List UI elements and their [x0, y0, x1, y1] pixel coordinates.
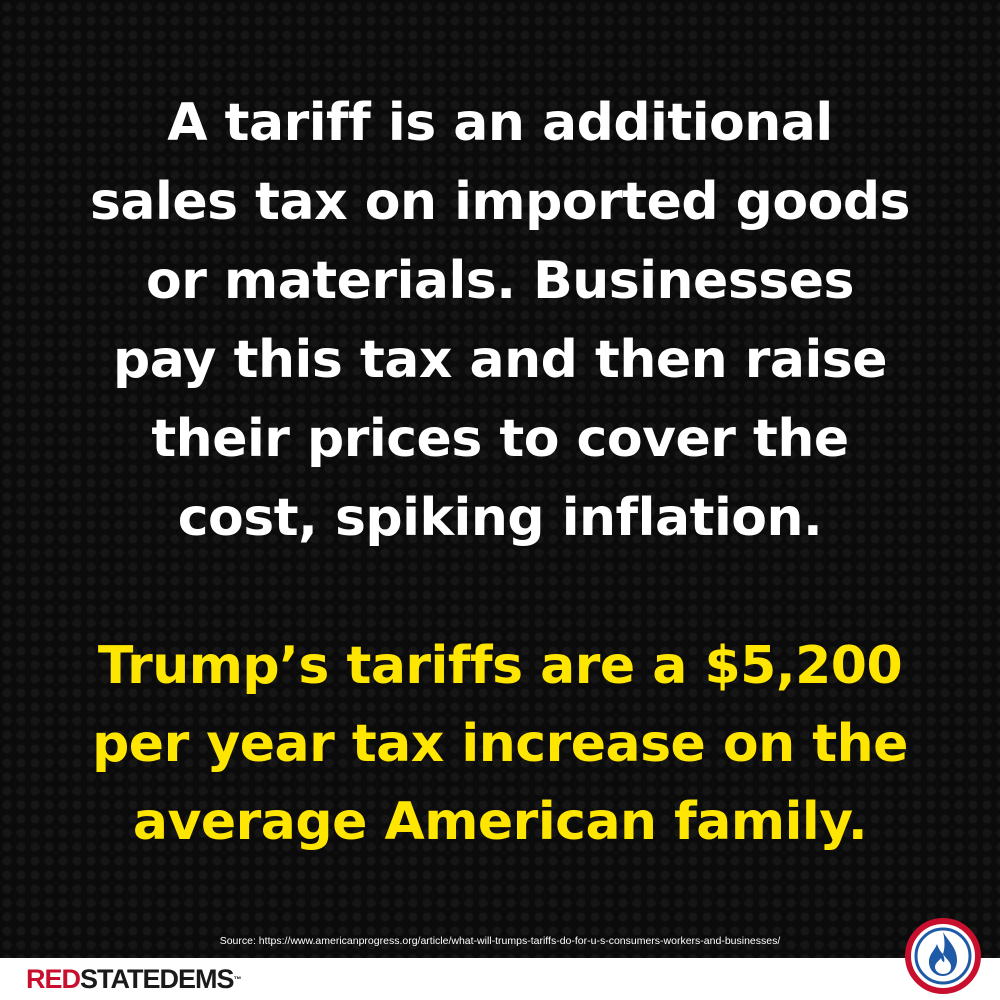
- trademark-symbol: ™: [233, 975, 242, 984]
- flame-circle-logo-icon: [905, 918, 981, 994]
- brand-part-dems: DEMS: [159, 964, 235, 994]
- headline-text: A tariff is an additional sales tax on i…: [40, 84, 960, 558]
- headline-line: sales tax on imported goods: [89, 172, 911, 232]
- highlight-line: per year tax increase on the: [92, 714, 908, 774]
- headline-line: cost, spiking inflation.: [177, 488, 823, 548]
- headline-line: their prices to cover the: [151, 409, 849, 469]
- headline-line: or materials. Businesses: [146, 251, 854, 311]
- brand-part-red: RED: [26, 964, 81, 994]
- source-citation: Source: https://www.americanprogress.org…: [219, 935, 781, 947]
- brand-part-state: STATE: [80, 964, 160, 994]
- dot-pattern-background: [0, 0, 1000, 958]
- headline-line: A tariff is an additional: [167, 93, 833, 153]
- headline-line: pay this tax and then raise: [112, 330, 888, 390]
- highlight-text: Trump’s tariffs are a $5,200 per year ta…: [40, 627, 960, 861]
- brand-wordmark: REDSTATEDEMS™: [26, 966, 242, 993]
- highlight-line: average American family.: [132, 792, 868, 852]
- highlight-line: Trump’s tariffs are a $5,200: [97, 636, 903, 696]
- footer-bar: [0, 958, 1000, 1000]
